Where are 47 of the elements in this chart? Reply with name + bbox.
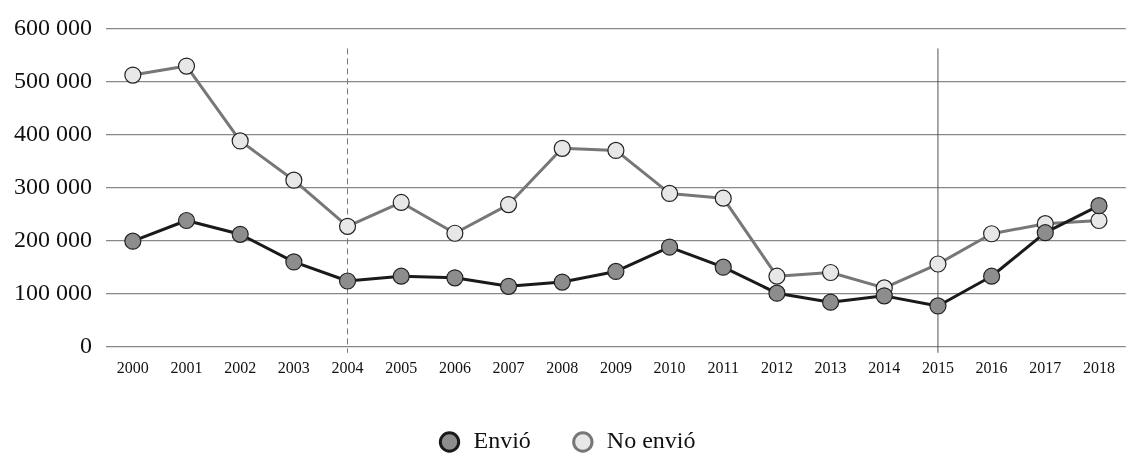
x-tick-label: 2000 [116,358,149,376]
y-tick-label: 400 000 [14,119,92,146]
x-tick-label: 2012 [760,358,793,376]
x-tick-label: 2002 [224,358,257,376]
legend-label: No envió [606,427,696,454]
x-tick-label: 2003 [277,358,310,376]
point [660,238,679,256]
x-tick-label: 2016 [975,358,1008,376]
x-tick-label: 2014 [868,358,901,376]
legend-label: Envió [473,427,531,454]
point [124,232,142,250]
point [822,293,840,311]
point [1090,197,1108,215]
point [983,267,1001,285]
x-tick-label: 2017 [1029,358,1062,376]
x-tick-label: 2007 [492,358,525,376]
x-tick-label: 2010 [653,358,686,376]
y-tick-label: 0 [80,332,92,359]
x-tick-label: 2001 [170,358,203,376]
x-tick-label: 2018 [1082,358,1115,376]
point [1036,224,1054,242]
point [499,277,518,295]
point [231,225,249,243]
point [285,253,303,271]
x-tick-label: 2013 [814,358,847,376]
x-tick-label: 2005 [385,358,418,376]
x-tick-label: 2004 [331,358,364,376]
x-tick-label: 2015 [921,358,954,376]
point [446,269,464,287]
y-tick-label: 200 000 [14,225,92,252]
point [875,287,893,305]
y-tick-label: 600 000 [14,13,92,40]
point [392,267,410,285]
point [607,262,625,281]
point [929,297,947,315]
x-tick-label: 2006 [438,358,471,376]
point [553,273,571,291]
point [177,211,196,230]
y-tick-label: 100 000 [14,279,92,306]
x-tick-label: 2008 [546,358,579,376]
y-tick-label: 500 000 [14,66,92,93]
point [714,258,732,276]
point [338,272,357,290]
x-tick-label: 2011 [707,358,739,376]
y-tick-label: 300 000 [14,172,92,199]
point [768,284,786,302]
x-tick-label: 2009 [599,358,632,376]
